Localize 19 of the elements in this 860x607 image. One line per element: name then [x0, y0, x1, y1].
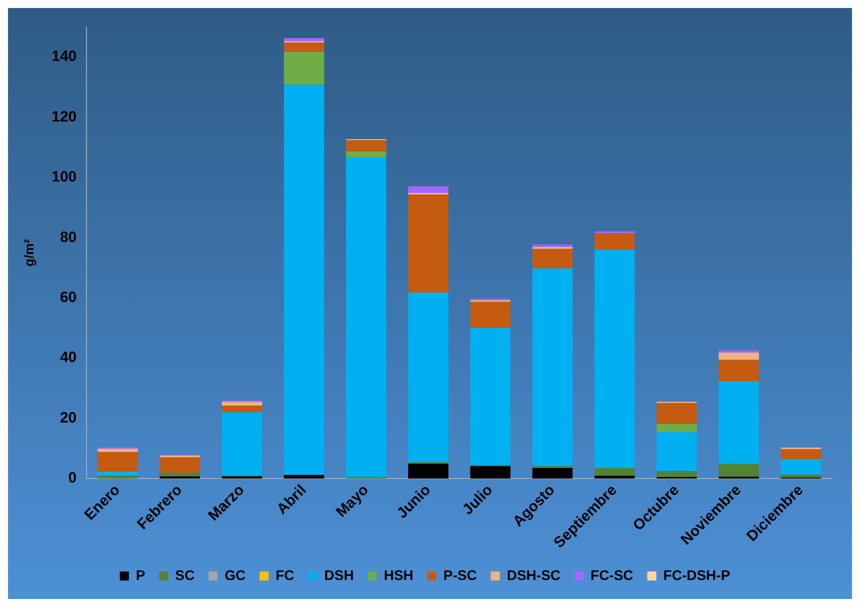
legend-label: P-SC — [443, 566, 477, 583]
y-tick-label: 40 — [60, 349, 77, 366]
legend-label: P — [136, 566, 146, 583]
legend-label: HSH — [384, 566, 414, 583]
y-tick-label: 140 — [52, 48, 77, 66]
legend-label: GC — [224, 566, 246, 583]
legend-label: FC-DSH-P — [663, 566, 730, 583]
legend-label: DSH — [324, 566, 354, 583]
y-tick-label: 120 — [52, 108, 77, 126]
y-tick-label: 60 — [60, 289, 77, 306]
y-tick-label: 20 — [60, 409, 77, 426]
y-tick-label: 0 — [68, 470, 77, 487]
y-tick-label: 100 — [52, 168, 77, 186]
y-axis-title: g/m² — [21, 238, 36, 266]
legend-label: SC — [175, 566, 195, 583]
y-tick-label: 80 — [60, 228, 77, 246]
legend-label: DSH-SC — [506, 566, 561, 583]
legend-label: FC-SC — [590, 566, 634, 583]
legend-label: FC — [276, 566, 294, 583]
